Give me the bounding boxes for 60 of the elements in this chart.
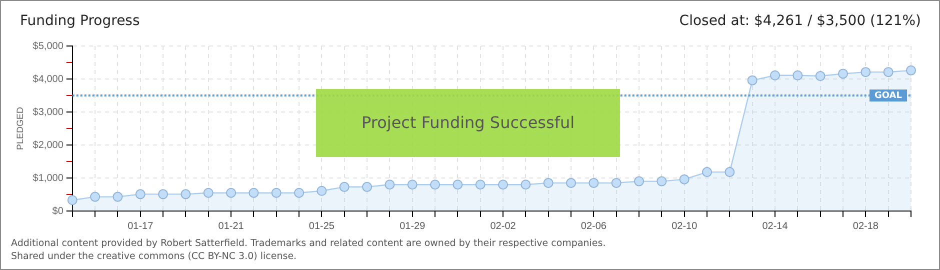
point: [792, 70, 803, 80]
point: [475, 180, 486, 190]
point: [339, 182, 350, 192]
y-tick-label: $0: [52, 206, 64, 217]
x-tick-label: 02-10: [672, 220, 698, 232]
x-tick-label: 01-25: [308, 220, 335, 232]
y-tick-label: $5,000: [32, 40, 64, 52]
point: [452, 180, 463, 190]
y-axis-title: PLEDGED: [14, 106, 25, 150]
y-tick-label: $1,000: [32, 172, 64, 184]
point: [883, 67, 894, 78]
text: Shared under the creative commons (CC BY-NC 3.0) license.: [11, 250, 298, 263]
point: [362, 182, 372, 192]
point: [226, 188, 236, 198]
point: [702, 167, 712, 178]
point: [430, 180, 440, 190]
point: [611, 178, 622, 188]
point: [498, 180, 508, 190]
x-tick-label: 02-06: [580, 220, 607, 232]
x-tick-label: 02-18: [852, 220, 879, 232]
point: [543, 178, 554, 188]
x-tick-label: 02-02: [490, 220, 516, 232]
ref-line-label: GOAL: [874, 90, 902, 101]
chart-title: Funding Progress: [20, 13, 140, 29]
point: [566, 178, 576, 188]
point: [838, 68, 848, 79]
point: [248, 188, 259, 198]
point: [815, 71, 826, 82]
point: [407, 180, 418, 190]
y-tick-label: $3,000: [32, 106, 64, 118]
y-tick-label: $2,000: [32, 140, 64, 151]
x-tick-label: 01-21: [218, 220, 244, 232]
point: [679, 174, 690, 184]
success-banner: Project Funding Successful: [316, 88, 620, 157]
point: [634, 176, 644, 186]
point: [90, 192, 100, 202]
point: [271, 188, 282, 198]
point: [747, 75, 758, 86]
point: [384, 180, 395, 190]
point: [770, 70, 780, 80]
point: [112, 192, 123, 202]
x-tick-label: 01-17: [128, 220, 154, 232]
point: [294, 188, 304, 198]
point: [180, 189, 191, 200]
x-tick-label: 01-29: [400, 220, 426, 232]
text: Additional content provided by Robert Satterfield. Trademarks and related content are owned by their respective companies.: [11, 237, 606, 250]
point: [588, 178, 599, 188]
point: [135, 189, 146, 200]
point: [860, 67, 871, 78]
x-tick-label: 02-14: [762, 220, 788, 232]
point: [520, 180, 531, 190]
text: Closed at: $4,261 / $3,500 (121%): [679, 13, 921, 29]
point: [316, 186, 327, 196]
point: [906, 65, 916, 76]
point: [158, 189, 168, 200]
point: [67, 195, 78, 206]
point: [656, 176, 667, 186]
point: [203, 188, 214, 198]
point: [724, 167, 735, 178]
y-tick-label: $4,000: [32, 74, 64, 85]
